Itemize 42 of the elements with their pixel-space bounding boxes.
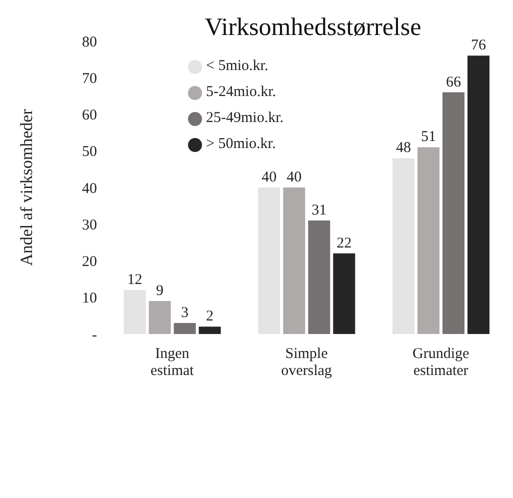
y-tick-label: 50: [82, 144, 97, 160]
x-tick-label: Simple overslag: [281, 346, 332, 379]
data-label: 3: [181, 305, 189, 322]
data-label: 12: [127, 272, 142, 288]
x-tick-label: Grundige estimater: [412, 346, 470, 379]
y-tick-label: 60: [82, 108, 97, 124]
data-label: 51: [420, 129, 436, 146]
bar: [283, 188, 306, 334]
x-tick-label: Ingen estimat: [150, 346, 195, 379]
bar: [174, 323, 196, 334]
data-label: 9: [156, 283, 164, 300]
legend-label: 25-49mio.kr.: [206, 110, 284, 126]
y-tick-label: 30: [82, 217, 97, 234]
data-label: 22: [336, 235, 352, 252]
bar: [392, 158, 414, 334]
bar: [417, 147, 440, 334]
bar: [467, 56, 490, 334]
y-tick-label: -: [92, 327, 97, 344]
legend-label: > 50mio.kr.: [206, 136, 276, 152]
bar: [308, 220, 330, 334]
y-tick-label: 10: [82, 290, 97, 307]
y-axis-title: Andel af virksomheder: [17, 108, 36, 266]
bar: [198, 326, 221, 334]
data-label: 40: [286, 170, 302, 186]
y-tick-label: 20: [82, 254, 97, 270]
legend-label: < 5mio.kr.: [206, 58, 268, 74]
legend-label: 5-24mio.kr.: [206, 84, 276, 100]
data-label: 31: [312, 202, 327, 218]
bar: [148, 301, 171, 334]
data-label: 2: [206, 308, 214, 325]
y-tick-label: 70: [82, 70, 97, 87]
data-label: 66: [446, 74, 462, 90]
y-tick-label: 40: [82, 180, 97, 197]
bar: [258, 188, 280, 334]
data-label: 48: [396, 140, 411, 156]
bar: [124, 290, 146, 334]
data-label: 76: [470, 38, 486, 54]
bar: [333, 253, 356, 334]
bar: [442, 92, 464, 334]
data-label: 40: [262, 170, 277, 186]
y-tick-label: 80: [82, 34, 97, 50]
chart-title: Virksomhedsstørrelse: [204, 14, 422, 41]
